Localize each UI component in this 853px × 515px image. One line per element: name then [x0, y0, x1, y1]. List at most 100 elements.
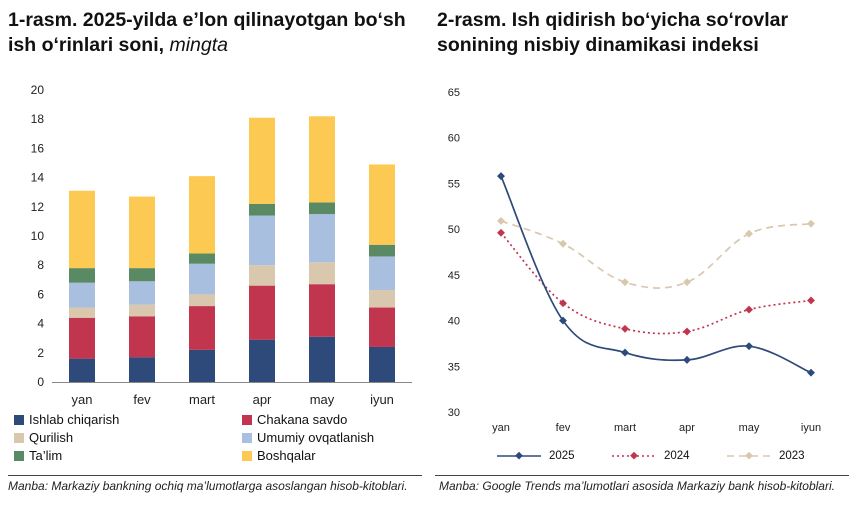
- chart-1-source: Manba: Markaziy bankning ochiq ma’lumotl…: [8, 479, 408, 493]
- legend-label: Ishlab chiqarish: [29, 412, 120, 427]
- y-tick-label: 0: [37, 375, 44, 389]
- y-tick-label: 10: [31, 229, 45, 243]
- y-tick-label: 6: [37, 287, 44, 301]
- legend-item: Umumiy ovqatlanish: [242, 430, 374, 446]
- bar-segment: [69, 317, 95, 359]
- bar-segment: [69, 190, 95, 269]
- legend-item: Chakana savdo: [242, 412, 347, 428]
- x-tick-label: fev: [556, 422, 571, 434]
- series-marker: [621, 278, 629, 287]
- bar-segment: [189, 294, 215, 307]
- y-tick-label: 2: [37, 346, 44, 360]
- bar-segment: [309, 262, 335, 285]
- x-tick-label: yan: [492, 422, 510, 434]
- bar-segment: [189, 253, 215, 264]
- legend-marker: [515, 451, 523, 460]
- y-tick-label: 35: [448, 361, 460, 373]
- bar-segment: [249, 203, 275, 216]
- y-tick-label: 8: [37, 258, 44, 272]
- y-tick-label: 55: [448, 178, 460, 190]
- chart-1-title-unit: mingta: [169, 34, 228, 56]
- series-marker: [807, 296, 815, 305]
- legend-line-sample: [727, 451, 771, 460]
- bar-segment: [189, 176, 215, 254]
- legend-label: Qurilish: [29, 430, 74, 445]
- legend-item: Boshqalar: [242, 448, 316, 464]
- series-marker: [559, 316, 567, 325]
- series-marker: [745, 305, 753, 314]
- legend-swatch: [14, 433, 24, 443]
- legend-item: 2024: [610, 450, 690, 462]
- legend-item: 2023: [725, 450, 805, 462]
- bar-segment: [189, 349, 215, 382]
- legend-label: Umumiy ovqatlanish: [257, 430, 375, 445]
- y-tick-label: 50: [448, 224, 460, 236]
- series-marker: [497, 216, 505, 225]
- legend-label: 2025: [549, 450, 575, 462]
- bar-segment: [249, 215, 275, 266]
- series-marker: [621, 348, 629, 357]
- bar-segment: [249, 117, 275, 204]
- x-tick-label: iyun: [801, 422, 821, 434]
- x-tick-label: mart: [614, 422, 636, 434]
- legend-item: Ishlab chiqarish: [14, 412, 119, 428]
- legend-line-sample: [497, 451, 541, 460]
- y-tick-label: 18: [31, 112, 45, 126]
- series-marker: [559, 299, 567, 308]
- legend-marker: [630, 451, 638, 460]
- legend-swatch: [14, 451, 24, 461]
- series-marker: [497, 228, 505, 237]
- legend-swatch: [14, 415, 24, 425]
- bar-segment: [129, 281, 155, 305]
- bar-segment: [69, 282, 95, 308]
- bar-segment: [309, 336, 335, 382]
- series-marker: [683, 327, 691, 336]
- bar-chart-legend: Ishlab chiqarish Chakana savdo Qurilish Umu…: [14, 412, 424, 472]
- chart-1-title-text: 1-rasm. 2025-yilda e’lon qilinayotgan bo…: [8, 9, 406, 56]
- series-marker: [559, 239, 567, 248]
- legend-swatch: [242, 433, 252, 443]
- bar-segment: [309, 116, 335, 203]
- bar-segment: [309, 284, 335, 337]
- x-tick-label: may: [310, 392, 335, 407]
- bar-segment: [69, 307, 95, 318]
- legend-label: 2023: [779, 450, 805, 462]
- y-tick-label: 65: [448, 87, 460, 99]
- x-tick-label: mart: [189, 392, 215, 407]
- y-tick-label: 14: [31, 171, 45, 185]
- x-tick-label: apr: [253, 392, 272, 407]
- source-divider-right: [435, 475, 849, 476]
- bar-segment: [369, 244, 395, 257]
- legend-item: Ta’lim: [14, 448, 62, 464]
- chart-1-title: 1-rasm. 2025-yilda e’lon qilinayotgan bo…: [8, 8, 418, 58]
- legend-label: Chakana savdo: [257, 412, 348, 427]
- chart-2-title: 2-rasm. Ish qidirish bo‘yicha so‘rovlar …: [437, 9, 789, 56]
- series-marker: [621, 324, 629, 333]
- bar-segment: [129, 268, 155, 282]
- series-marker: [745, 342, 753, 351]
- legend-line-sample: [612, 451, 656, 460]
- bar-segment: [369, 164, 395, 245]
- y-tick-label: 60: [448, 133, 460, 145]
- x-tick-label: iyun: [370, 392, 394, 407]
- series-marker: [497, 172, 505, 181]
- bar-segment: [369, 290, 395, 308]
- legend-label: Ta’lim: [29, 448, 63, 463]
- legend-swatch: [242, 451, 252, 461]
- chart-2-source: Manba: Google Trends ma’lumotlari asosid…: [439, 479, 835, 493]
- x-tick-label: fev: [133, 392, 151, 407]
- bar-segment: [189, 263, 215, 295]
- x-tick-label: apr: [679, 422, 695, 434]
- bar-segment: [129, 316, 155, 358]
- bar-segment: [369, 346, 395, 382]
- bar-segment: [69, 268, 95, 283]
- legend-marker: [745, 451, 753, 460]
- legend-label: Boshqalar: [257, 448, 316, 463]
- bar-segment: [129, 357, 155, 382]
- series-line: [500, 232, 812, 335]
- series-marker: [683, 278, 691, 287]
- bar-segment: [369, 256, 395, 291]
- y-tick-label: 16: [31, 141, 45, 155]
- series-line: [500, 220, 812, 289]
